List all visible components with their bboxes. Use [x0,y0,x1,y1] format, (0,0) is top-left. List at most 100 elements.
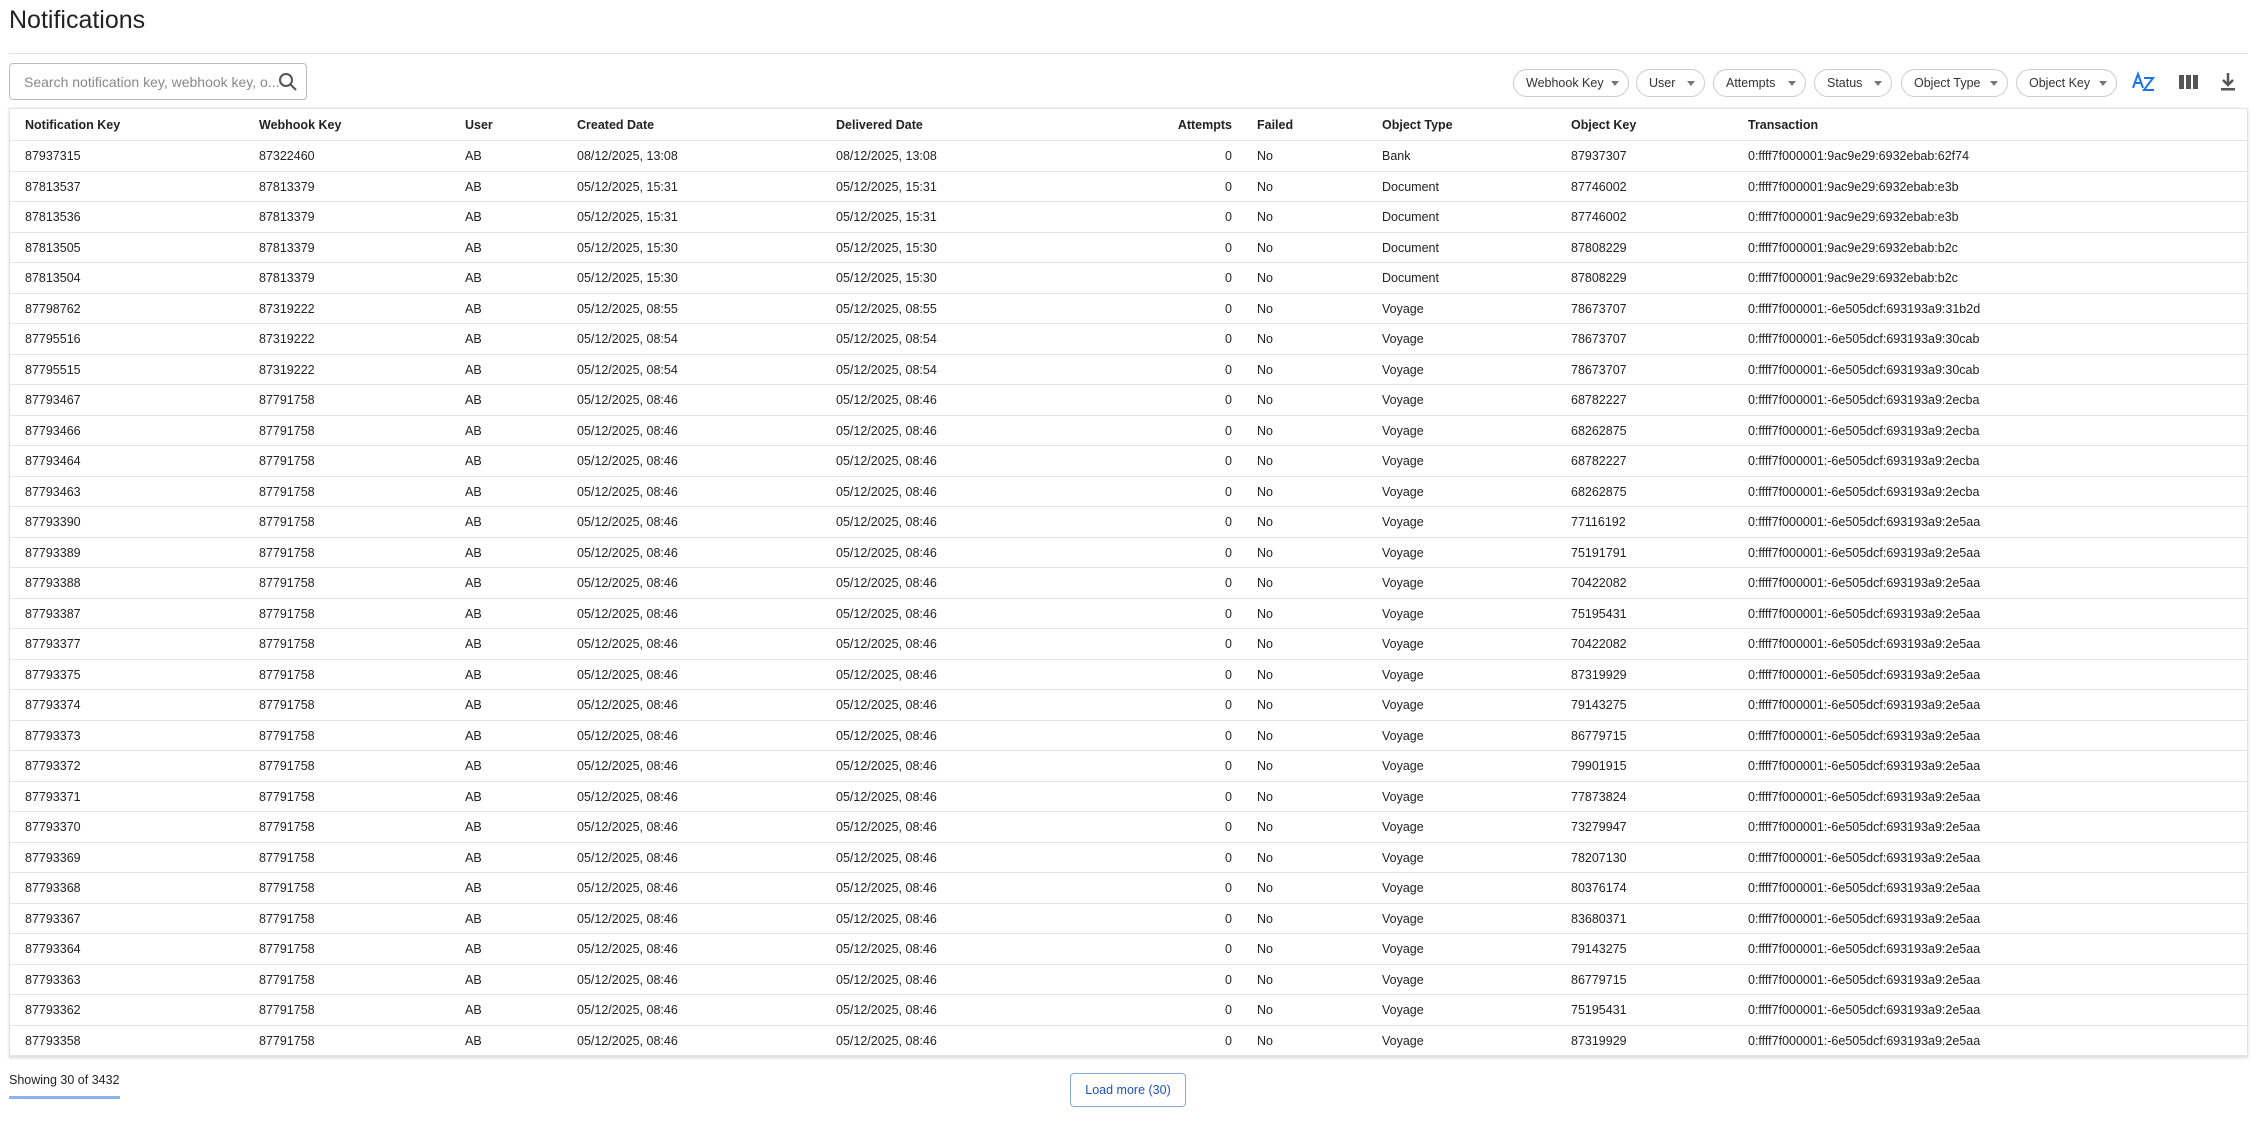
table-cell: Voyage [1382,728,1424,743]
table-cell: 05/12/2025, 08:54 [577,362,678,377]
table-cell: Voyage [1382,362,1424,377]
table-cell: 87791758 [259,545,315,560]
table-row[interactable]: 87795515 87319222 AB 05/12/2025, 08:54 05/12… [10,355,2247,385]
table-cell: 87791758 [259,606,315,621]
table-row[interactable]: 87813536 87813379 AB 05/12/2025, 15:31 05/12… [10,202,2247,233]
table-cell: 05/12/2025, 08:46 [836,759,937,773]
table-row[interactable]: 87813504 87813379 AB 05/12/2025, 15:30 05/12… [10,263,2247,294]
table-cell: AB [465,240,482,255]
table-cell: 0 [1225,881,1232,895]
table-cell: Voyage [1382,576,1424,590]
table-row[interactable]: 87793371 87791758 AB 05/12/2025, 08:46 05/12… [10,782,2247,812]
table-cell: 05/12/2025, 08:46 [577,698,678,712]
filter-chip[interactable]: Attempts [1713,69,1806,97]
table-cell: 87791758 [259,789,315,804]
table-cell: 87791758 [259,1033,315,1048]
table-row[interactable]: 87793374 87791758 AB 05/12/2025, 08:46 05/12… [10,690,2247,721]
table-row[interactable]: 87793390 87791758 AB 05/12/2025, 08:46 05/12… [10,507,2247,538]
table-cell: 80376174 [1571,881,1627,895]
table-cell: 0 [1225,1033,1232,1048]
filter-chip[interactable]: Webhook Key [1513,69,1629,97]
table-row[interactable]: 87793372 87791758 AB 05/12/2025, 08:46 05/12… [10,751,2247,782]
table-cell: 87813536 [25,210,81,224]
table-cell: 05/12/2025, 08:46 [577,881,678,895]
filter-chip[interactable]: Status [1814,69,1892,97]
search-input[interactable]: Search notification key, webhook key, o.… [9,63,307,100]
table-row[interactable]: 87793377 87791758 AB 05/12/2025, 08:46 05/12… [10,629,2247,660]
column-header[interactable]: Object Key [1571,118,1637,132]
table-cell: 0 [1225,515,1232,529]
column-header[interactable]: Transaction [1748,118,1819,132]
table-cell: AB [465,667,482,682]
table-cell: 0:ffff7f000001:-6e505dcf:693193a9:2ecba [1748,423,1980,438]
download-button[interactable] [2219,71,2237,93]
table-row[interactable]: 87793373 87791758 AB 05/12/2025, 08:46 05/12… [10,721,2247,751]
filter-chip[interactable]: Object Key [2016,69,2117,97]
column-header[interactable]: Delivered Date [836,118,923,132]
table-cell: 0 [1225,423,1232,438]
table-cell: AB [465,820,482,834]
table-row[interactable]: 87793362 87791758 AB 05/12/2025, 08:46 05/12… [10,995,2247,1026]
table-cell: 87319222 [259,301,315,316]
table-cell: 70422082 [1571,637,1627,651]
load-more-button[interactable]: Load more (30) [1070,1073,1186,1107]
table-row[interactable]: 87793375 87791758 AB 05/12/2025, 08:46 05/12… [10,660,2247,690]
table-row[interactable]: 87793466 87791758 AB 05/12/2025, 08:46 05/12… [10,416,2247,446]
table-cell: 0 [1225,972,1232,987]
table-row[interactable]: 87793364 87791758 AB 05/12/2025, 08:46 05/12… [10,934,2247,965]
table-row[interactable]: 87793363 87791758 AB 05/12/2025, 08:46 05/12… [10,965,2247,995]
table-row[interactable]: 87793467 87791758 AB 05/12/2025, 08:46 05/12… [10,385,2247,416]
table-cell: Voyage [1382,1003,1424,1017]
table-cell: 05/12/2025, 08:46 [577,576,678,590]
table-cell: Voyage [1382,698,1424,712]
columns-button[interactable] [2178,73,2200,91]
table-cell: No [1257,728,1273,743]
column-header[interactable]: Webhook Key [259,118,342,132]
table-cell: 05/12/2025, 08:46 [577,728,678,743]
column-header[interactable]: Created Date [577,118,655,132]
sort-button[interactable] [2131,70,2157,94]
table-cell: AB [465,1003,482,1017]
table-row[interactable]: 87813537 87813379 AB 05/12/2025, 15:31 05/12… [10,172,2247,202]
table-cell: 87793369 [25,850,81,865]
table-row[interactable]: 87793358 87791758 AB 05/12/2025, 08:46 05/12… [10,1026,2247,1056]
table-cell: 87793362 [25,1003,81,1017]
table-row[interactable]: 87793464 87791758 AB 05/12/2025, 08:46 05/12… [10,446,2247,477]
table-row[interactable]: 87798762 87319222 AB 05/12/2025, 08:55 05/12… [10,294,2247,324]
table-row[interactable]: 87793387 87791758 AB 05/12/2025, 08:46 05/12… [10,599,2247,629]
table-row[interactable]: 87793389 87791758 AB 05/12/2025, 08:46 05/12… [10,538,2247,568]
column-header[interactable]: Failed [1257,118,1294,132]
table-cell: 87791758 [259,667,315,682]
table-row[interactable]: 87813505 87813379 AB 05/12/2025, 15:30 05/12… [10,233,2247,263]
column-header[interactable]: Attempts [1177,118,1232,132]
table-row[interactable]: 87793369 87791758 AB 05/12/2025, 08:46 05/12… [10,843,2247,873]
table-row[interactable]: 87793368 87791758 AB 05/12/2025, 08:46 05/12… [10,873,2247,904]
table-cell: 87791758 [259,454,315,468]
column-header[interactable]: Object Type [1382,118,1453,132]
filter-chip[interactable]: User [1636,69,1705,97]
table-cell: 05/12/2025, 08:46 [836,667,937,682]
filter-chip[interactable]: Object Type [1901,69,2008,97]
table-row[interactable]: 87793370 87791758 AB 05/12/2025, 08:46 05/12… [10,812,2247,843]
table-cell: 05/12/2025, 08:46 [836,1033,937,1048]
table-row[interactable]: 87937315 87322460 AB 08/12/2025, 13:08 08/12… [10,141,2247,172]
table-cell: 05/12/2025, 08:46 [577,393,678,407]
table-row[interactable]: 87793463 87791758 AB 05/12/2025, 08:46 05/12… [10,477,2247,507]
table-cell: 0:ffff7f000001:-6e505dcf:693193a9:2ecba [1748,454,1980,468]
table-cell: 87793377 [25,637,81,651]
table-cell: 05/12/2025, 15:31 [836,210,937,224]
table-row[interactable]: 87795516 87319222 AB 05/12/2025, 08:54 05/12… [10,324,2247,355]
column-header[interactable]: Notification Key [25,118,121,132]
table-cell: 75195431 [1571,1003,1627,1017]
table-cell: AB [465,484,482,499]
table-cell: AB [465,454,482,468]
table-cell: 87813379 [259,210,315,224]
table-row[interactable]: 87793367 87791758 AB 05/12/2025, 08:46 05/12… [10,904,2247,934]
table-cell: AB [465,179,482,194]
column-header[interactable]: User [465,118,493,132]
table-cell: 87793467 [25,393,81,407]
table-row[interactable]: 87793388 87791758 AB 05/12/2025, 08:46 05/12… [10,568,2247,599]
header-row: Notification Key Webhook Key User Created D… [10,109,2247,141]
table-cell: 87791758 [259,423,315,438]
table-cell: Voyage [1382,789,1424,804]
